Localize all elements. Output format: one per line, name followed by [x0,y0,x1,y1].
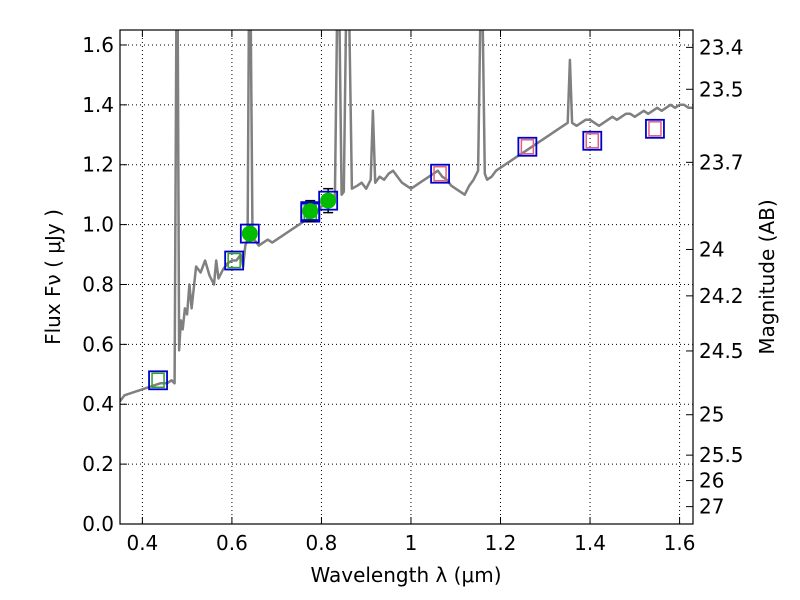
model-point-inner [433,165,447,182]
observed-point-box [300,201,321,222]
plot-frame [119,29,694,525]
right-axis-label: Magnitude (AB) [755,199,779,354]
x-tick-label: 0.6 [216,531,248,555]
right-tick-label: 23.7 [699,150,744,174]
observed-point-box [239,223,260,244]
sed-line [120,30,693,402]
y-tick-label: 1.2 [82,153,114,177]
observed-point [241,225,258,242]
right-tick-label: 23.4 [699,35,744,59]
model-point-box [224,250,245,271]
model-point-box [582,130,603,151]
x-axis-label: Wavelength λ (μm) [310,563,501,587]
y-tick-label: 1.6 [82,33,114,57]
right-tick-label: 24 [699,237,724,261]
series-layer [120,30,693,402]
observed-point [320,192,337,209]
model-point-inner [520,139,535,155]
model-point-inner [585,133,600,149]
model-point-inner [227,252,241,269]
observed-point-box [318,190,339,211]
y-axis: 0.0 0.2 0.4 0.6 0.8 1.0 1.2 1.4 1.6 [82,33,127,536]
right-tick-label: 24.2 [699,284,744,308]
y-tick-label: 0.4 [82,392,114,416]
y-tick-label: 0.8 [82,272,114,296]
x-tick-label: 1 [405,531,418,555]
model-point-box [430,163,450,184]
y-axis-label: Flux Fν ( μJy ) [41,209,65,345]
right-tick-label: 23.5 [699,77,744,101]
y-tick-label: 1.4 [82,93,114,117]
model-point-box [645,118,665,139]
right-tick-label: 27 [699,495,724,519]
right-tick-label: 25 [699,403,724,427]
x-axis: 0.4 0.6 0.8 1 1.2 1.4 1.6 [126,30,695,555]
right-tick-label: 25.5 [699,443,744,467]
x-tick-label: 1.4 [574,531,606,555]
model-point-inner [648,121,662,137]
x-tick-label: 1.6 [664,531,696,555]
model-point-box [517,136,538,157]
markers-layer [148,118,665,391]
model-point-box [148,370,168,391]
x-tick-label: 0.8 [306,531,338,555]
y-tick-label: 1.0 [82,213,114,237]
model-point-inner [151,372,165,389]
y-tick-label: 0.0 [82,512,114,536]
y-tick-label: 0.6 [82,332,114,356]
y-tick-label: 0.2 [82,452,114,476]
right-tick-label: 26 [699,469,724,493]
x-tick-label: 1.2 [485,531,517,555]
observed-point [302,203,319,220]
right-tick-label: 24.5 [699,339,744,363]
x-tick-label: 0.4 [126,531,158,555]
